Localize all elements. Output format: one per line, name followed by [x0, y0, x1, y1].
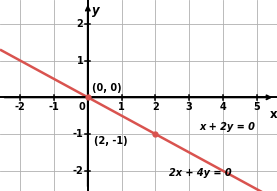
Text: y: y: [92, 4, 99, 17]
Text: 3: 3: [186, 102, 193, 112]
Text: 0: 0: [78, 102, 85, 112]
Text: 2: 2: [77, 19, 83, 29]
Text: x + 2y = 0: x + 2y = 0: [199, 122, 255, 132]
Text: (2, -1): (2, -1): [94, 136, 127, 146]
Text: -1: -1: [49, 102, 60, 112]
Text: 4: 4: [220, 102, 226, 112]
Text: -2: -2: [73, 166, 83, 176]
Text: 2x + 4y = 0: 2x + 4y = 0: [169, 168, 232, 178]
Text: 1: 1: [118, 102, 125, 112]
Text: -1: -1: [73, 129, 83, 139]
Text: x: x: [270, 108, 277, 121]
Text: 5: 5: [253, 102, 260, 112]
Text: 2: 2: [152, 102, 159, 112]
Text: 1: 1: [77, 56, 83, 66]
Text: -2: -2: [15, 102, 26, 112]
Text: (0, 0): (0, 0): [92, 83, 122, 93]
